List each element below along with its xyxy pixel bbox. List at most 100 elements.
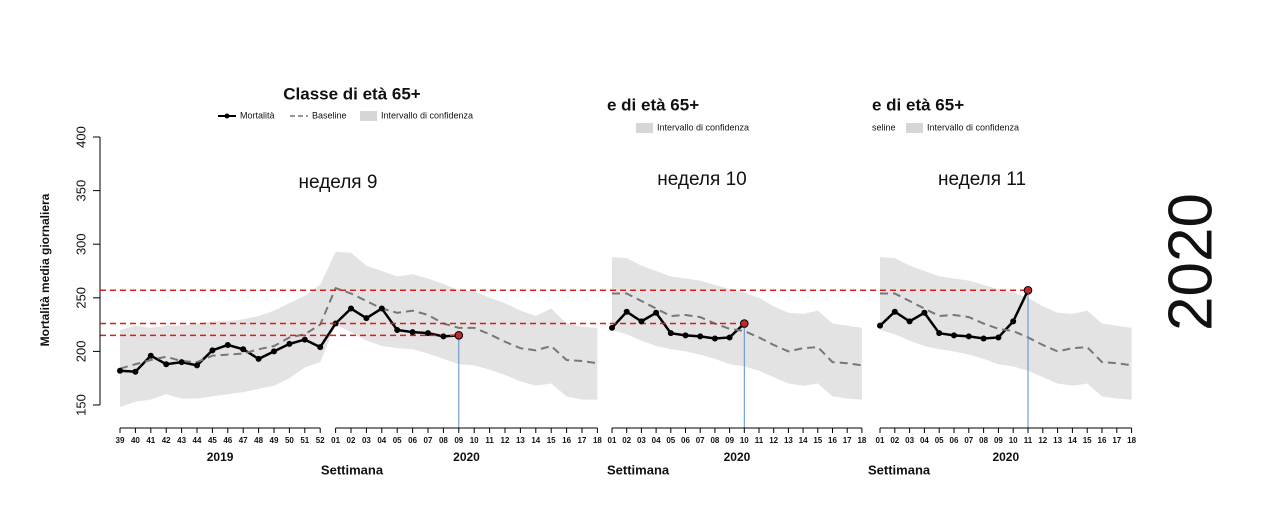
mortality-point bbox=[726, 334, 733, 341]
mortality-line bbox=[611, 310, 746, 340]
mortality-point bbox=[653, 309, 660, 316]
mortality-point bbox=[317, 344, 324, 351]
x-tick-label: 12 bbox=[501, 436, 510, 445]
x-tick-label: 07 bbox=[424, 436, 433, 445]
confidence-band bbox=[612, 257, 862, 400]
x-tick-label: 17 bbox=[843, 436, 852, 445]
y-tick-label: 350 bbox=[73, 180, 88, 202]
x-tick-label: 01 bbox=[331, 436, 340, 445]
x-axis-title: Settimana bbox=[607, 462, 670, 477]
x-tick-label: 09 bbox=[994, 436, 1003, 445]
mortality-point bbox=[891, 308, 898, 315]
x-tick-label: 16 bbox=[562, 436, 571, 445]
mortality-point bbox=[995, 334, 1002, 341]
mortality-point bbox=[711, 335, 718, 342]
year-label: 2019 bbox=[207, 450, 234, 464]
y-tick-label: 150 bbox=[73, 394, 88, 416]
x-tick-label: 10 bbox=[1009, 436, 1018, 445]
x-tick-label: 47 bbox=[239, 436, 248, 445]
x-tick-label: 17 bbox=[578, 436, 587, 445]
x-tick-label: 02 bbox=[347, 436, 356, 445]
legend-label: seline bbox=[872, 122, 896, 132]
x-tick-label: 06 bbox=[408, 436, 417, 445]
mortality-point bbox=[936, 330, 943, 337]
mortality-point bbox=[623, 308, 630, 315]
y-axis-title: Mortalità media giornaliera bbox=[38, 193, 52, 346]
legend-label: Intervallo di confidenza bbox=[657, 122, 749, 132]
x-tick-label: 18 bbox=[593, 436, 602, 445]
confidence-band bbox=[120, 251, 598, 408]
x-tick-label: 17 bbox=[1112, 436, 1121, 445]
x-tick-label: 11 bbox=[1024, 436, 1033, 445]
mortality-point bbox=[286, 340, 293, 347]
x-tick-label: 13 bbox=[784, 436, 793, 445]
x-tick-label: 45 bbox=[208, 436, 217, 445]
mortality-point bbox=[301, 336, 308, 343]
x-tick-label: 41 bbox=[146, 436, 155, 445]
legend-label: Mortalità bbox=[240, 110, 275, 120]
x-tick-label: 10 bbox=[740, 436, 749, 445]
panel-title: e di età 65+ bbox=[607, 95, 699, 114]
x-tick-label: 04 bbox=[920, 436, 929, 445]
x-tick-label: 12 bbox=[769, 436, 778, 445]
x-tick-label: 04 bbox=[377, 436, 386, 445]
legend-label: Intervallo di confidenza bbox=[927, 122, 1019, 132]
x-tick-label: 42 bbox=[162, 436, 171, 445]
legend-mortality-dot bbox=[224, 113, 230, 119]
x-tick-label: 49 bbox=[270, 436, 279, 445]
mortality-point bbox=[980, 335, 987, 342]
x-tick-label: 02 bbox=[622, 436, 631, 445]
x-tick-label: 04 bbox=[652, 436, 661, 445]
legend-interval bbox=[906, 123, 923, 133]
x-tick-label: 03 bbox=[905, 436, 914, 445]
x-tick-label: 13 bbox=[1053, 436, 1062, 445]
y-tick-label: 250 bbox=[73, 287, 88, 309]
mortality-point bbox=[163, 361, 170, 368]
x-tick-label: 11 bbox=[485, 436, 494, 445]
mortality-point bbox=[740, 319, 749, 328]
mortality-point bbox=[1023, 285, 1033, 295]
mortality-point bbox=[147, 352, 154, 359]
year-label: 2020 bbox=[453, 450, 480, 464]
mortality-point bbox=[951, 332, 957, 339]
baseline-line bbox=[612, 292, 863, 367]
x-tick-label: 43 bbox=[177, 436, 186, 445]
y-tick-label: 400 bbox=[73, 126, 88, 148]
mortality-point bbox=[697, 333, 704, 340]
mortality-point bbox=[425, 330, 431, 337]
mortality-point bbox=[348, 305, 354, 312]
x-tick-label: 05 bbox=[393, 436, 402, 445]
x-tick-label: 08 bbox=[439, 436, 448, 445]
x-tick-label: 44 bbox=[193, 436, 202, 445]
x-axis-title: Settimana bbox=[868, 462, 931, 477]
x-tick-label: 08 bbox=[979, 436, 988, 445]
mortality-point bbox=[194, 362, 200, 369]
mortality-point bbox=[965, 333, 972, 340]
x-tick-label: 12 bbox=[1038, 436, 1047, 445]
x-tick-label: 01 bbox=[876, 436, 885, 445]
x-tick-label: 06 bbox=[681, 436, 690, 445]
x-tick-label: 07 bbox=[696, 436, 705, 445]
mortality-point bbox=[178, 359, 185, 366]
panel-title: Classe di età 65+ bbox=[283, 84, 421, 103]
mortality-point bbox=[132, 368, 139, 375]
x-tick-label: 16 bbox=[1098, 436, 1107, 445]
mortality-point bbox=[667, 330, 674, 337]
mortality-point bbox=[682, 332, 689, 339]
baseline-line bbox=[880, 292, 1132, 367]
legend-interval bbox=[360, 111, 377, 121]
x-tick-label: 03 bbox=[362, 436, 371, 445]
x-tick-label: 06 bbox=[950, 436, 959, 445]
x-tick-label: 18 bbox=[857, 436, 866, 445]
x-axis-title: Settimana bbox=[321, 462, 384, 477]
mortality-point bbox=[271, 348, 277, 355]
x-tick-label: 11 bbox=[755, 436, 764, 445]
mortality-point bbox=[921, 309, 928, 316]
mortality-point bbox=[209, 347, 216, 354]
legend-label: Intervallo di confidenza bbox=[381, 110, 473, 120]
x-tick-label: 18 bbox=[1127, 436, 1136, 445]
x-tick-label: 13 bbox=[516, 436, 525, 445]
panel-title: e di età 65+ bbox=[872, 95, 964, 114]
x-tick-label: 40 bbox=[131, 436, 140, 445]
x-tick-label: 14 bbox=[531, 436, 540, 445]
